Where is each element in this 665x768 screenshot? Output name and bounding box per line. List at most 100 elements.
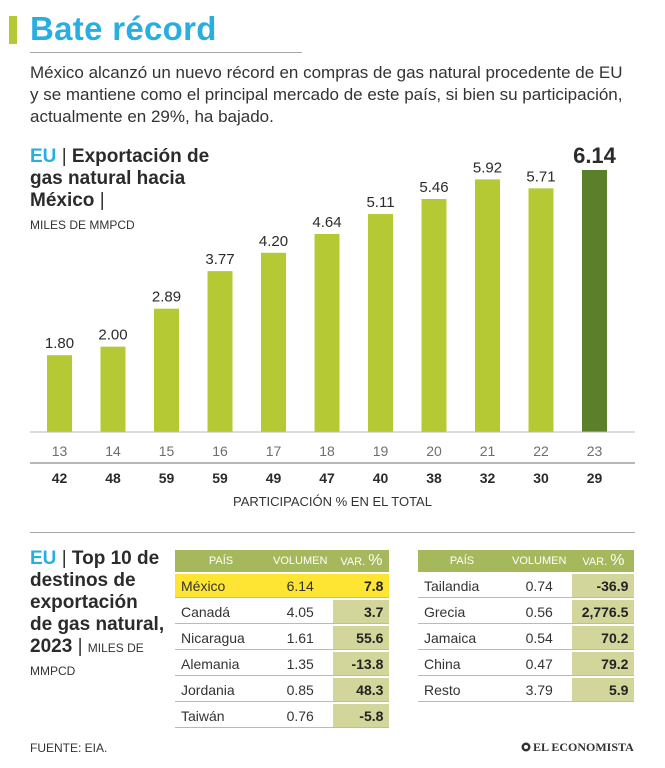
header-volume: VOLUMEN xyxy=(506,550,573,572)
x-tick-label: 15 xyxy=(159,443,175,459)
table-row: Alemania 1.35 -13.8 xyxy=(175,652,390,676)
x-tick-label: 19 xyxy=(373,443,389,459)
cell-var: 2,776.5 xyxy=(572,600,635,624)
x-tick-label: 18 xyxy=(319,443,335,459)
share-label: 30 xyxy=(533,470,549,486)
top10-heading-unit: MILES DE MMPCD xyxy=(30,641,144,678)
cell-var: 79.2 xyxy=(572,652,635,676)
table-row: Jamaica 0.54 70.2 xyxy=(418,626,635,650)
bar xyxy=(100,346,126,432)
chart-heading-eu: EU xyxy=(30,146,57,167)
cell-country: Resto xyxy=(418,678,506,702)
bar-value-label: 3.77 xyxy=(205,251,234,268)
bar-value-label: 5.11 xyxy=(366,194,394,211)
bar-value-label: 5.71 xyxy=(526,168,555,185)
cell-var: -13.8 xyxy=(333,652,390,676)
cell-var: -36.9 xyxy=(572,574,635,598)
bar xyxy=(47,355,72,432)
top10-heading-label: Top 10 de destinos de exportación de gas… xyxy=(30,548,165,657)
cell-var: -5.8 xyxy=(333,704,390,728)
bar xyxy=(154,308,179,432)
share-label: 38 xyxy=(426,470,442,486)
bar xyxy=(314,234,340,432)
cell-volume: 0.76 xyxy=(267,704,334,728)
x-tick-label: 20 xyxy=(426,443,442,459)
share-label: 49 xyxy=(266,470,282,486)
bar-chart: 1.80 13 42 2.00 14 48 2.89 15 59 3.77 16 59 4.20 17 49… xyxy=(30,143,635,486)
top10-heading: EU | Top 10 de destinos de exportación d… xyxy=(30,548,165,682)
bar xyxy=(261,252,286,432)
cell-volume: 6.14 xyxy=(267,574,334,598)
header-var: VAR. % xyxy=(572,550,635,572)
share-label: 48 xyxy=(105,470,121,486)
cell-country: Canadá xyxy=(175,600,267,624)
table-row: Nicaragua 1.61 55.6 xyxy=(175,626,390,650)
x-tick-label: 17 xyxy=(266,443,282,459)
share-label: 32 xyxy=(480,470,496,486)
table-header-row: PAÍS VOLUMEN VAR. % xyxy=(175,550,390,572)
header-volume: VOLUMEN xyxy=(267,550,334,572)
table-row: Taiwán 0.76 -5.8 xyxy=(175,704,390,728)
cell-var: 5.9 xyxy=(572,678,635,702)
chart-heading-separator: | xyxy=(61,146,67,167)
cell-country: Taiwán xyxy=(175,704,267,728)
share-caption: PARTICIPACIÓN % EN EL TOTAL xyxy=(233,494,432,509)
share-label: 29 xyxy=(587,470,603,486)
cell-volume: 0.56 xyxy=(506,600,573,624)
x-tick-label: 13 xyxy=(52,443,68,459)
cell-var: 55.6 xyxy=(333,626,390,650)
cell-country: Tailandia xyxy=(418,574,506,598)
bar-value-label: 4.64 xyxy=(312,214,341,231)
header-var-label: VAR. xyxy=(340,556,366,568)
share-label: 59 xyxy=(212,470,228,486)
header-var-label: VAR. xyxy=(582,556,608,568)
top10-heading-eu: EU xyxy=(30,548,57,569)
bar xyxy=(475,179,500,432)
share-label: 59 xyxy=(159,470,175,486)
bar-value-label: 6.14 xyxy=(573,143,617,168)
table-row: China 0.47 79.2 xyxy=(418,652,635,676)
x-tick-label: 14 xyxy=(105,443,121,459)
cell-volume: 0.54 xyxy=(506,626,573,650)
bar-value-label: 2.00 xyxy=(98,327,127,344)
cell-var: 70.2 xyxy=(572,626,635,650)
cell-var: 3.7 xyxy=(333,600,390,624)
cell-volume: 1.61 xyxy=(267,626,334,650)
top10-heading-separator-2: | xyxy=(77,636,83,657)
source-note: FUENTE: EIA. xyxy=(30,741,108,755)
page-title: Bate récord xyxy=(30,10,217,47)
destinations-table-right: PAÍS VOLUMEN VAR. % Tailandia 0.74 -36.9 Gr… xyxy=(418,548,635,704)
cell-var: 48.3 xyxy=(333,678,390,702)
cell-country: Jamaica xyxy=(418,626,506,650)
table-row: México 6.14 7.8 xyxy=(175,574,390,598)
share-label: 47 xyxy=(319,470,335,486)
title-divider xyxy=(30,52,302,53)
share-label: 40 xyxy=(373,470,389,486)
x-tick-label: 21 xyxy=(480,443,496,459)
x-tick-label: 16 xyxy=(212,443,228,459)
bar xyxy=(582,170,607,432)
table-row: Canadá 4.05 3.7 xyxy=(175,600,390,624)
bar-value-label: 5.46 xyxy=(419,179,448,196)
header-var: VAR. % xyxy=(333,550,390,572)
cell-volume: 0.85 xyxy=(267,678,334,702)
cell-country: Alemania xyxy=(175,652,267,676)
share-label: 42 xyxy=(52,470,68,486)
header-country: PAÍS xyxy=(175,550,267,572)
brand-logo-icon xyxy=(521,742,531,752)
chart-heading: EU | Exportación de gas natural hacia Mé… xyxy=(30,146,210,212)
title-accent-bar xyxy=(9,16,17,44)
chart-unit: MILES DE MMPCD xyxy=(30,218,135,232)
table-row: Tailandia 0.74 -36.9 xyxy=(418,574,635,598)
chart-heading-separator-2: | xyxy=(99,190,105,211)
cell-volume: 0.47 xyxy=(506,652,573,676)
cell-country: Grecia xyxy=(418,600,506,624)
cell-country: Nicaragua xyxy=(175,626,267,650)
brand-name: EL ECONOMISTA xyxy=(533,740,634,754)
cell-volume: 0.74 xyxy=(506,574,573,598)
bar-value-label: 5.92 xyxy=(473,159,502,176)
section-divider xyxy=(30,532,635,533)
header-country: PAÍS xyxy=(418,550,506,572)
chart-heading-label: Exportación de gas natural hacia México xyxy=(30,146,210,211)
table-row: Jordania 0.85 48.3 xyxy=(175,678,390,702)
